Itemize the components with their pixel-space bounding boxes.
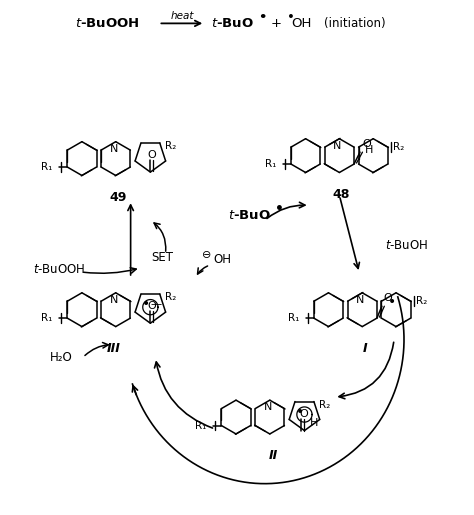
Text: R₁: R₁	[288, 313, 299, 323]
Text: R₁: R₁	[264, 159, 276, 169]
Text: •: •	[296, 405, 305, 419]
Text: N: N	[109, 144, 118, 153]
Text: R₁: R₁	[195, 421, 207, 431]
Text: R₂: R₂	[165, 292, 176, 302]
Text: (initiation): (initiation)	[325, 17, 386, 30]
Text: $t$-BuO: $t$-BuO	[210, 17, 254, 30]
Text: O: O	[362, 139, 371, 149]
Text: H: H	[365, 145, 373, 155]
Text: •: •	[258, 11, 266, 24]
Text: +: +	[270, 17, 281, 30]
Text: III: III	[107, 342, 121, 355]
Text: •: •	[388, 295, 396, 309]
Text: O: O	[299, 409, 308, 419]
Text: OH: OH	[213, 253, 231, 266]
Text: heat: heat	[171, 11, 194, 22]
Text: $t$-BuOOH: $t$-BuOOH	[33, 264, 85, 277]
Text: O: O	[147, 150, 156, 160]
Text: OH: OH	[292, 17, 312, 30]
Text: —: —	[151, 299, 162, 309]
Text: 48: 48	[333, 188, 350, 201]
Text: $t$-BuOH: $t$-BuOH	[385, 238, 428, 251]
Text: SET: SET	[151, 251, 173, 265]
Text: N: N	[109, 295, 118, 305]
Text: O: O	[147, 301, 156, 311]
Text: H: H	[310, 418, 319, 427]
Text: R₁: R₁	[41, 162, 52, 172]
Text: ⊖: ⊖	[202, 250, 212, 260]
Text: N: N	[264, 402, 272, 412]
Text: •: •	[142, 297, 151, 311]
Text: O: O	[384, 293, 392, 303]
Text: R₁: R₁	[41, 313, 52, 323]
Text: $t$-BuOOH: $t$-BuOOH	[75, 17, 140, 30]
Text: •: •	[275, 202, 284, 216]
Text: $t$-BuO: $t$-BuO	[228, 209, 271, 222]
Text: R₂: R₂	[416, 296, 427, 306]
Text: R₂: R₂	[165, 141, 176, 151]
Text: N: N	[333, 141, 342, 151]
Text: H₂O: H₂O	[50, 351, 73, 364]
Text: 49: 49	[109, 191, 127, 204]
Text: •: •	[287, 11, 295, 24]
Text: R₂: R₂	[319, 400, 330, 409]
Text: R₂: R₂	[393, 142, 404, 152]
Text: I: I	[363, 342, 367, 355]
Text: II: II	[269, 449, 278, 462]
Text: N: N	[356, 295, 365, 305]
